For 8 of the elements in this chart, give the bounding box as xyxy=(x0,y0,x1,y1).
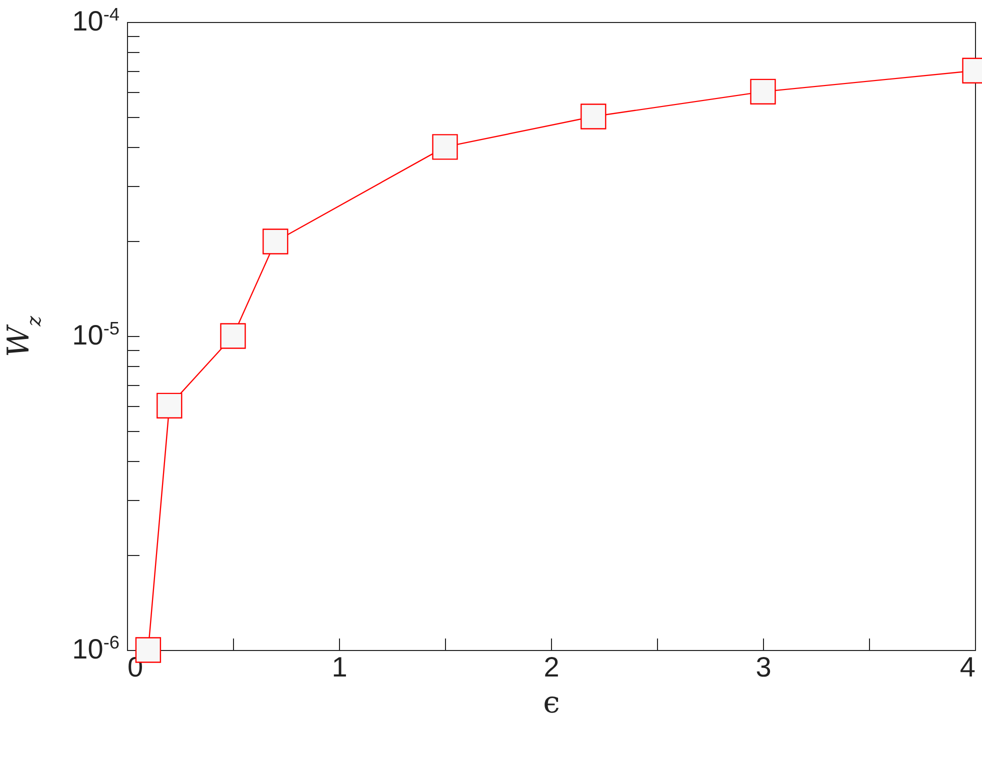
x-tick-label: 1 xyxy=(332,652,348,682)
x-tick-label: 3 xyxy=(756,652,772,682)
x-axis-title: ϵ xyxy=(543,686,560,720)
x-tick-label: 4 xyxy=(960,652,976,682)
y-tick-label: 10$^{-5}$ xyxy=(72,318,120,350)
y-tick-label: 10$^{-4}$ xyxy=(72,4,120,36)
x-tick-label: 2 xyxy=(544,652,560,682)
y-tick-label: 10$^{-6}$ xyxy=(72,632,120,664)
